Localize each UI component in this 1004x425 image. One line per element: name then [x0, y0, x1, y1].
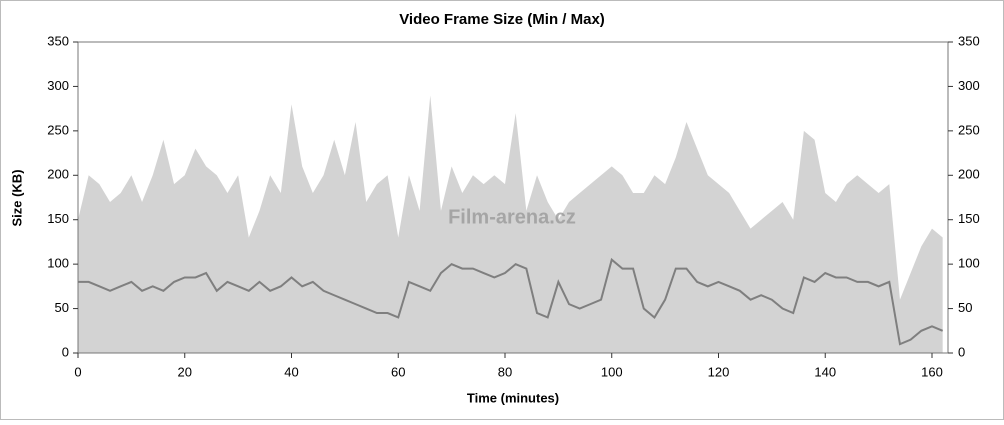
x-tick-label: 20 — [178, 364, 192, 379]
y2-tick-label: 0 — [958, 344, 965, 359]
y2-tick-label: 300 — [958, 78, 980, 93]
x-tick-label: 140 — [814, 364, 836, 379]
x-tick-label: 0 — [74, 364, 81, 379]
y2-tick-label: 150 — [958, 211, 980, 226]
y-tick-label: 100 — [47, 256, 69, 271]
x-tick-label: 40 — [284, 364, 298, 379]
y-tick-label: 50 — [55, 300, 69, 315]
y-tick-label: 150 — [47, 211, 69, 226]
x-tick-label: 100 — [601, 364, 623, 379]
data-line — [78, 257, 944, 346]
y2-tick-label: 50 — [958, 300, 972, 315]
x-tick-label: 120 — [708, 364, 730, 379]
y-tick-label: 250 — [47, 122, 69, 137]
plot-border — [77, 41, 949, 354]
y2-tick-label: 100 — [958, 256, 980, 271]
y-tick-label: 0 — [62, 344, 69, 359]
x-tick-label: 160 — [921, 364, 943, 379]
x-axis-label: Time (minutes) — [467, 390, 559, 405]
y2-tick-label: 200 — [958, 167, 980, 182]
y-tick-label: 350 — [47, 33, 69, 48]
x-tick-label: 60 — [391, 364, 405, 379]
y-tick-label: 300 — [47, 78, 69, 93]
y-tick-label: 200 — [47, 167, 69, 182]
x-tick-label: 80 — [498, 364, 512, 379]
y2-tick-label: 350 — [958, 33, 980, 48]
max-area — [78, 95, 943, 354]
chart-title: Video Frame Size (Min / Max) — [399, 11, 605, 28]
watermark: Film-arena.cz — [448, 206, 576, 228]
y2-tick-label: 250 — [958, 122, 980, 137]
y-axis-label: Size (KB) — [9, 169, 24, 226]
